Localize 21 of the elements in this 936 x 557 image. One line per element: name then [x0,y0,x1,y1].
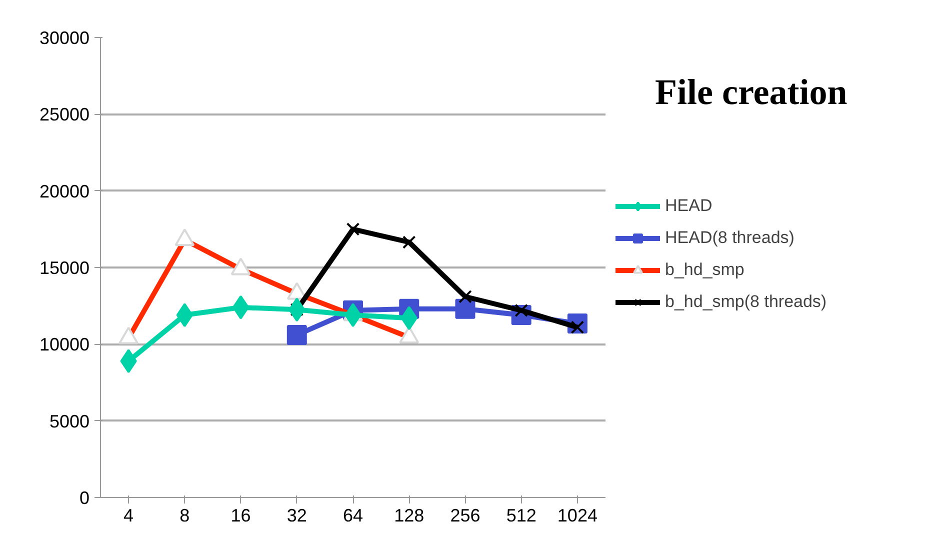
y-tick-label: 20000 [39,181,90,202]
y-tick-label: 10000 [39,334,90,355]
x-tick-label: 1024 [557,506,598,526]
x-tick-label: 4 [124,506,134,526]
legend-label: HEAD [665,196,712,216]
x-tick-label: 8 [180,506,190,526]
x-tick-label: 256 [450,506,480,526]
x-tick-label: 32 [286,506,307,526]
x-tick-label: 512 [506,506,536,526]
legend-label: HEAD(8 threads) [665,228,794,248]
y-tick-label: 0 [79,488,90,508]
legend-label: b_hd_smp(8 threads) [665,292,827,312]
y-tick-label: 25000 [39,104,90,125]
x-tick-label: 64 [342,506,364,526]
x-tick-label: 16 [230,506,251,526]
y-tick-label: 15000 [39,258,90,278]
x-tick-label: 128 [394,506,424,526]
text: File creation [655,71,848,114]
y-tick-label: 5000 [49,411,90,432]
y-tick-label: 30000 [39,28,90,48]
legend-label: b_hd_smp [665,260,744,280]
